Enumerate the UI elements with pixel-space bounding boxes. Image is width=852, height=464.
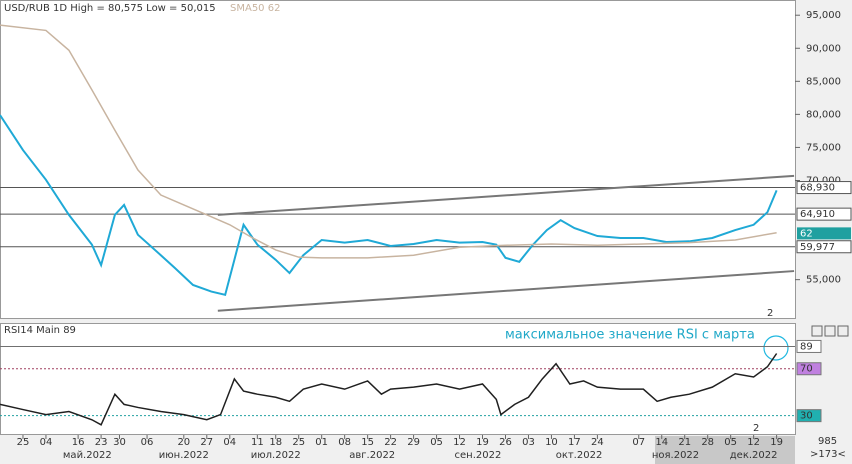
minimize-button[interactable] <box>811 325 823 337</box>
x-tick-label: 27 <box>200 437 213 448</box>
month-label: авг.2022 <box>349 450 395 461</box>
x-tick-label: 25 <box>17 437 30 448</box>
y-tick-label: 85,000 <box>806 76 841 87</box>
x-tick-label: 06 <box>141 437 154 448</box>
month-label: окт.2022 <box>556 450 603 461</box>
x-tick-label: 15 <box>361 437 374 448</box>
x-tick-label: 19 <box>476 437 489 448</box>
level-tag <box>796 240 852 254</box>
series-line <box>0 353 778 426</box>
series-line <box>0 24 777 259</box>
month-label: июн.2022 <box>159 450 209 461</box>
x-tick-label: 25 <box>292 437 305 448</box>
maximize-button[interactable] <box>824 325 836 337</box>
y-tick-label: 55,000 <box>806 275 841 286</box>
rsi-level-label: 30 <box>800 411 813 422</box>
level-label: 59,977 <box>800 242 835 253</box>
x-tick-label: 08 <box>338 437 351 448</box>
x-tick-label: 05 <box>724 437 737 448</box>
rsi-annotation: максимальное значение RSI с марта <box>505 328 755 343</box>
month-label: май.2022 <box>63 450 112 461</box>
rsi-level-tag <box>796 339 822 353</box>
x-tick-label: 30 <box>113 437 126 448</box>
trend-line <box>217 270 795 312</box>
month-label: июл.2022 <box>251 450 301 461</box>
level-tag <box>796 181 852 195</box>
corner-note: 2 <box>753 423 759 434</box>
month-label: дек.2022 <box>730 450 778 461</box>
rsi-level-tag <box>796 409 822 423</box>
price-panel <box>0 0 796 319</box>
x-tick-label: 03 <box>522 437 535 448</box>
x-tick-label: 14 <box>655 437 668 448</box>
x-tick-label: 05 <box>430 437 443 448</box>
y-tick-label: 75,000 <box>806 142 841 153</box>
level-tag <box>796 207 852 221</box>
x-tick-label: 11 <box>251 437 264 448</box>
x-tick-label: 23 <box>95 437 108 448</box>
x-tick-label: 01 <box>315 437 328 448</box>
y-tick-label: 95,000 <box>806 10 841 21</box>
rsi-level-tag <box>796 362 822 376</box>
trend-line <box>217 174 795 216</box>
x-tick-label: 16 <box>72 437 85 448</box>
x-tick-label: 26 <box>499 437 512 448</box>
y-tick-label: 90,000 <box>806 43 841 54</box>
x-tick-label: 07 <box>632 437 645 448</box>
x-tick-label: 19 <box>770 437 783 448</box>
rsi-level-label: 89 <box>800 341 813 352</box>
x-tick-label: 10 <box>545 437 558 448</box>
x-tick-label: 29 <box>407 437 420 448</box>
level-label: 68,930 <box>800 183 835 194</box>
level-label: 64,910 <box>800 209 835 220</box>
month-label: сен.2022 <box>455 450 502 461</box>
close-button[interactable] <box>837 325 849 337</box>
footer-count: 985 <box>818 436 837 447</box>
highlight-circle <box>763 335 789 361</box>
sma-tag <box>797 227 851 240</box>
y-tick-label: 80,000 <box>806 109 841 120</box>
sma-legend: SMA50 62 <box>230 3 280 14</box>
x-tick-label: 17 <box>568 437 581 448</box>
x-tick-label: 24 <box>591 437 604 448</box>
footer-range: >173< <box>810 449 846 460</box>
x-tick-label: 28 <box>701 437 714 448</box>
x-tick-label: 04 <box>223 437 236 448</box>
x-tick-label: 18 <box>269 437 282 448</box>
month-label: ноя.2022 <box>652 450 699 461</box>
corner-note: 2 <box>767 308 773 319</box>
price-title: USD/RUB 1D High = 80,575 Low = 50,015 <box>4 3 216 14</box>
x-tick-label: 20 <box>177 437 190 448</box>
window-buttons[interactable] <box>811 325 849 337</box>
x-tick-label: 04 <box>40 437 53 448</box>
x-tick-label: 21 <box>678 437 691 448</box>
sma-value: 62 <box>800 228 813 239</box>
x-tick-label: 22 <box>384 437 397 448</box>
y-tick-label: 70,000 <box>806 175 841 186</box>
x-tick-label: 12 <box>453 437 466 448</box>
x-tick-label: 12 <box>747 437 760 448</box>
series-line <box>0 114 778 297</box>
rsi-level-label: 70 <box>800 364 813 375</box>
rsi-title: RSI14 Main 89 <box>4 325 76 336</box>
selection-range <box>655 436 795 464</box>
